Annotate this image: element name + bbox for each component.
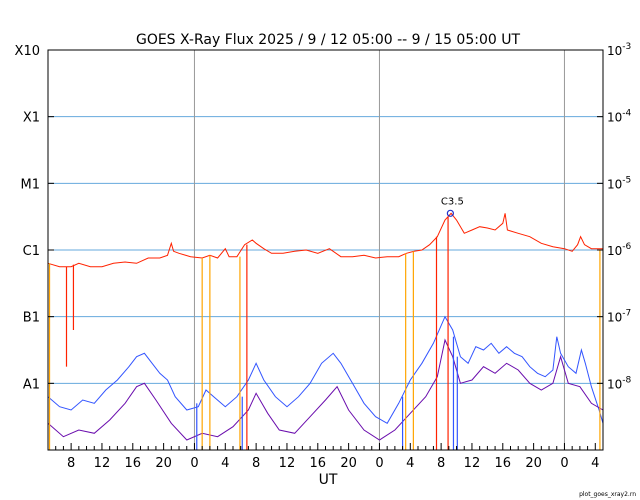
x-tick-label: 0	[560, 456, 568, 471]
x-tick-label: 8	[252, 456, 260, 471]
y-right-tick-label: 10-8	[607, 375, 632, 391]
credit-text: plot_goes_xray2.rn	[579, 491, 636, 498]
peak-marker	[446, 209, 454, 217]
x-tick-label: 4	[221, 456, 229, 471]
y-left-tick-label: C1	[23, 244, 40, 259]
annotation-layer: C3.5	[441, 196, 464, 217]
peak-label: C3.5	[441, 196, 464, 207]
x-tick-label: 4	[591, 456, 599, 471]
series-line-1	[47, 315, 604, 424]
x-tick-label: 8	[67, 456, 75, 471]
x-tick-label: 20	[525, 456, 542, 471]
x-tick-label: 8	[437, 456, 445, 471]
x-axis-label: UT	[319, 472, 338, 488]
x-tick-label: 12	[94, 456, 111, 471]
y-right-tick-label: 10-3	[607, 42, 631, 58]
x-tick-label: 12	[464, 456, 481, 471]
x-tick-label: 16	[125, 456, 142, 471]
x-tick-label: 20	[155, 456, 172, 471]
x-axis: 8 12 16 20 0 4 8 12 16 20 0 4 8 12 16 20 0 4	[47, 443, 604, 471]
chart-title: GOES X-Ray Flux 2025 / 9 / 12 05:00 -- 9…	[136, 32, 520, 48]
series-line-2	[47, 338, 604, 441]
y-right-tick-label: 10-4	[607, 109, 632, 125]
dropouts-layer	[48, 216, 601, 450]
y-right-tick-label: 10-5	[607, 175, 631, 191]
x-tick-label: 20	[340, 456, 357, 471]
y-left-tick-label: X1	[23, 111, 40, 126]
y-right-tick-label: 10-6	[607, 242, 632, 258]
series-layer	[47, 212, 604, 441]
y-axis-left: A1 B1 C1 M1 X1 X10	[15, 44, 54, 392]
y-left-tick-label: M1	[21, 177, 41, 192]
x-tick-label: 16	[495, 456, 512, 471]
x-tick-label: 4	[406, 456, 414, 471]
x-tick-label: 0	[375, 456, 383, 471]
y-left-tick-label: X10	[15, 44, 40, 59]
y-right-tick-label: 10-7	[607, 309, 631, 325]
x-tick-label: 12	[279, 456, 296, 471]
y-left-tick-label: B1	[23, 311, 40, 326]
x-tick-label: 0	[190, 456, 198, 471]
x-tick-label: 16	[310, 456, 327, 471]
series-line-0	[47, 212, 603, 268]
y-left-tick-label: A1	[23, 377, 40, 392]
y-axis-right: 10-8 10-7 10-6 10-5 10-4 10-3	[597, 42, 632, 391]
